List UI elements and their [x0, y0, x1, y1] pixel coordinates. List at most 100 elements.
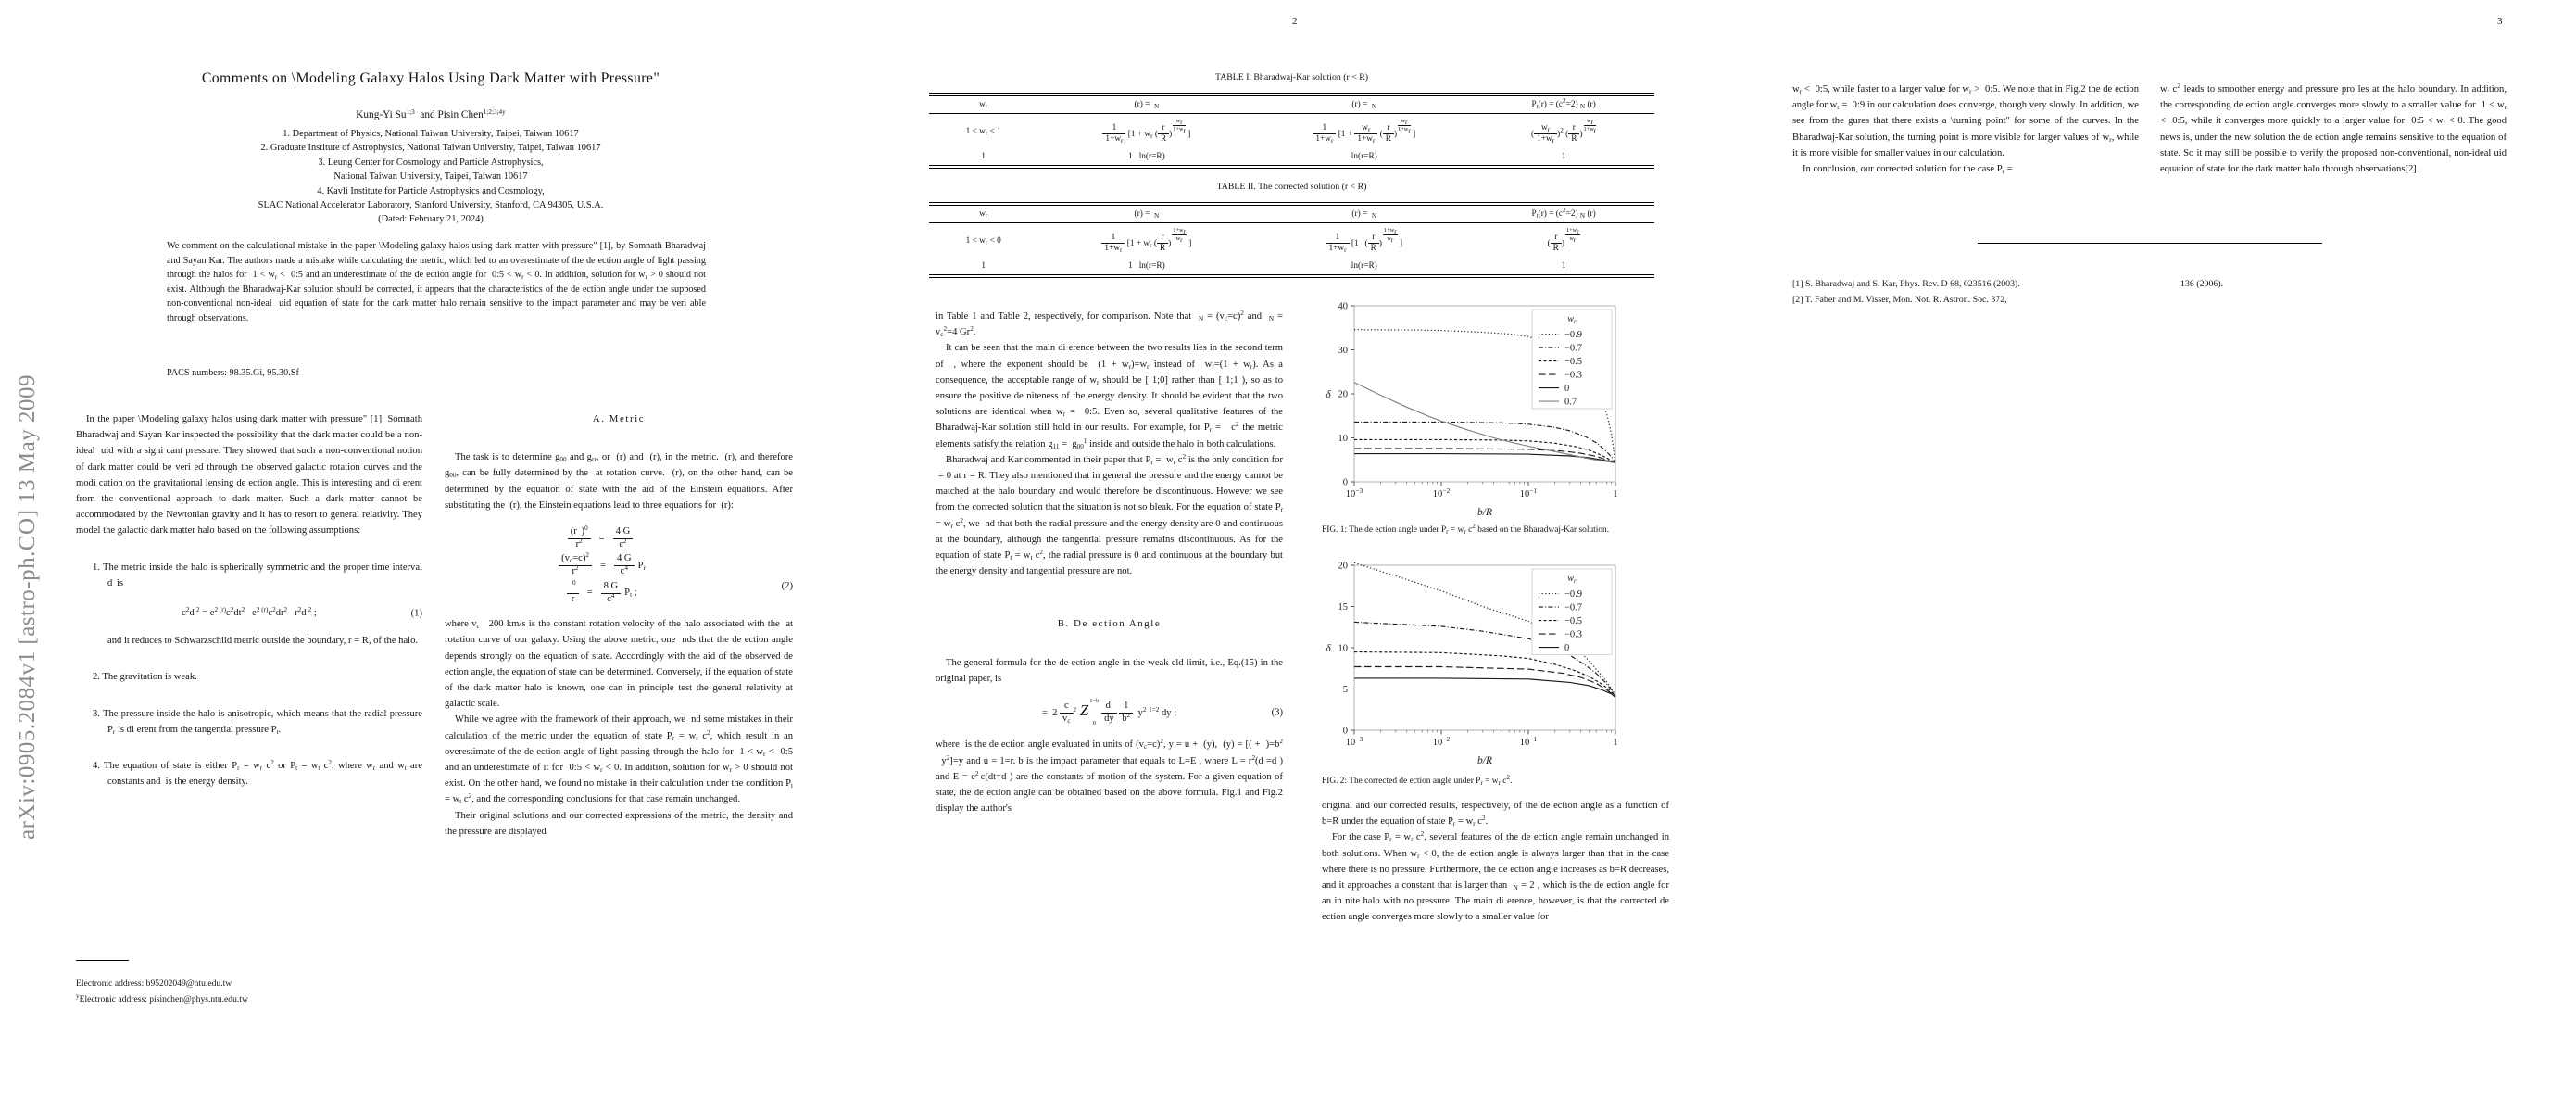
table-row: 1 1 ln(r=R) ln(r=R) 1	[929, 148, 1654, 165]
equation-3-body: = 2 c vc 2 Z 1=b 0 d dy 1 b2 y2 1=2 dy ;	[1041, 697, 1177, 727]
paragraph: The task is to determine g00 and grr, or…	[445, 452, 794, 511]
svg-text:−0.5: −0.5	[1564, 357, 1582, 367]
references: [1] S. Bharadwaj and S. Kar, Phys. Rev. …	[1792, 277, 2139, 309]
abstract: We comment on the calculational mistake …	[167, 241, 707, 323]
page3-left-column: wr < 0:5, while faster to a larger value…	[1792, 82, 2139, 177]
authors-line: Kung-Yi Su1;3 and Pisin Chen1;2;3;4y	[356, 108, 506, 120]
table-header-cell: Pt(r) = (c2=2) N (r)	[1531, 207, 1596, 220]
table-rule	[929, 113, 1654, 114]
affiliation-line: 4. Kavli Institute for Particle Astrophy…	[317, 185, 545, 196]
page1-right-column: A. Metric The task is to determine g00 a…	[445, 411, 793, 840]
paragraph: In conclusion, our corrected solution fo…	[1803, 164, 2013, 176]
list-item: 1. The metric inside the halo is spheric…	[93, 562, 422, 588]
table-cell: 1 < wr < 1	[965, 126, 1001, 137]
reference-item: [2] T. Faber and M. Visser, Mon. Not. R.…	[1792, 294, 2007, 305]
affiliation-line: SLAC National Accelerator Laboratory, St…	[258, 200, 604, 211]
table-row: 1 1 ln(r=R) ln(r=R) 1	[929, 258, 1654, 274]
paper-title: Comments on \Modeling Galaxy Halos Using…	[201, 70, 660, 86]
svg-text:−0.9: −0.9	[1564, 589, 1582, 600]
paragraph: Bharadwaj and Kar commented in their pap…	[936, 452, 1284, 577]
svg-text:−0.7: −0.7	[1564, 603, 1582, 613]
svg-text:0.7: 0.7	[1564, 398, 1577, 408]
table-rule	[929, 274, 1654, 279]
svg-text:20: 20	[1338, 562, 1349, 572]
equation-3: = 2 c vc 2 Z 1=b 0 d dy 1 b2 y2 1=2 dy ; (3)	[936, 697, 1283, 727]
table-cell: 1 1+wr [1 (r R) 1+wr wr ]	[1255, 227, 1473, 254]
svg-text:0: 0	[1564, 384, 1569, 394]
table-2-caption: TABLE II. The corrected solution (r < R)	[1216, 182, 1367, 192]
equation-number: (3)	[1271, 707, 1283, 718]
table-cell: 1	[1561, 152, 1566, 162]
table-rule	[929, 93, 1654, 96]
paragraph: The general formula for the de ection an…	[936, 657, 1283, 684]
table-cell: 1 1+wr [1 + wr (r R) wr 1+wr ]	[1037, 118, 1255, 145]
svg-text:wr: wr	[1567, 314, 1577, 325]
table-cell: 1 ln(r=R)	[1128, 261, 1165, 272]
svg-text:b/R: b/R	[1477, 507, 1492, 518]
svg-text:10−2: 10−2	[1433, 486, 1451, 499]
svg-text:5: 5	[1343, 685, 1348, 695]
table-cell: (r R) 1+wr wr	[1547, 227, 1580, 254]
table-header-cell: wr	[979, 209, 988, 220]
reference-continuation: 136 (2006).	[2180, 279, 2224, 289]
svg-text:wr: wr	[1567, 574, 1577, 585]
equation-1-body: c2d 2 = e2 (r)c2dt2 e2 (r)c2dr2 r2d 2 ;	[182, 606, 317, 619]
footnote-email-2: yElectronic address: pisinchen@phys.ntu.…	[76, 992, 248, 1005]
svg-text:−0.3: −0.3	[1564, 630, 1582, 640]
list-item: 2. The gravitation is weak.	[93, 672, 197, 683]
footnote-email-1: Electronic address: b95202049@ntu.edu.tw	[76, 979, 232, 989]
table-cell: 1 1+wr [1 + wr (r R) 1+wr wr ]	[1037, 227, 1255, 254]
svg-text:1: 1	[1613, 489, 1617, 499]
footnotes: Electronic address: b95202049@ntu.edu.tw…	[76, 960, 422, 1007]
paragraph: For the case Pr = wr c2, several feature…	[1322, 830, 1670, 923]
svg-text:0: 0	[1564, 643, 1569, 653]
pacs-line: PACS numbers: 98.35.Gi, 95.30.Sf	[167, 368, 299, 378]
svg-text:10: 10	[1338, 644, 1349, 654]
table-1: wr (r) = N (r) = N Pt(r) = (c2=2) N (r) …	[929, 93, 1654, 170]
svg-text:10−3: 10−3	[1346, 735, 1363, 748]
affiliation-line: 1. Department of Physics, National Taiwa…	[283, 129, 579, 139]
svg-text:0: 0	[1343, 727, 1348, 737]
table-header-cell: (r) = N	[1351, 209, 1377, 220]
table-cell: 1	[981, 261, 986, 272]
list-item: 3. The pressure inside the halo is aniso…	[93, 708, 422, 736]
svg-text:δ: δ	[1326, 643, 1331, 654]
svg-text:10−1: 10−1	[1520, 735, 1538, 748]
paragraph: wr c2 leads to smoother energy and press…	[2160, 82, 2507, 175]
svg-text:10−2: 10−2	[1433, 735, 1451, 748]
equation-number: (1)	[410, 608, 422, 619]
table-cell: 1	[981, 152, 986, 162]
paragraph: where vc 200 km/s is the constant rotati…	[445, 619, 793, 710]
page3-right-column: wr c2 leads to smoother energy and press…	[2160, 82, 2507, 177]
svg-text:−0.5: −0.5	[1564, 616, 1582, 626]
table-cell: ln(r=R)	[1351, 261, 1377, 272]
svg-text:40: 40	[1338, 302, 1349, 312]
table-cell: 1 ln(r=R)	[1128, 152, 1165, 162]
table-header-cell: (r) = N	[1134, 100, 1160, 110]
arxiv-watermark: arXiv:0905.2084v1 [astro-ph.CO] 13 May 2…	[15, 374, 40, 840]
table-cell: 1 < wr < 0	[965, 235, 1001, 246]
svg-text:0: 0	[1343, 478, 1348, 488]
table-cell: ln(r=R)	[1351, 152, 1377, 162]
table-header-cell: (r) = N	[1351, 100, 1377, 110]
svg-text:10−1: 10−1	[1520, 486, 1538, 499]
svg-text:−0.7: −0.7	[1564, 344, 1582, 354]
svg-text:−0.3: −0.3	[1564, 371, 1582, 381]
paragraph: in Table 1 and Table 2, respectively, fo…	[936, 310, 1283, 339]
affiliation-line: 3. Leung Center for Cosmology and Partic…	[318, 157, 544, 168]
page2-left-column: in Table 1 and Table 2, respectively, fo…	[936, 309, 1283, 816]
table-header-cell: Pt(r) = (c2=2) N (r)	[1531, 97, 1596, 110]
svg-text:10: 10	[1338, 434, 1349, 444]
page-number: 2	[1292, 16, 1298, 27]
table-cell: 1	[1561, 261, 1566, 272]
svg-text:1: 1	[1613, 738, 1617, 748]
table-2: wr (r) = N (r) = N Pt(r) = (c2=2) N (r) …	[929, 202, 1654, 279]
table-rule	[929, 202, 1654, 206]
figure-1-caption: FIG. 1: The de ection angle under Pr = w…	[1322, 523, 1610, 536]
list-item: 4. The equation of state is either Pr = …	[93, 759, 422, 788]
figure-2-chart: 0 5 10 15 20 10−3 10−2 10−1 1 wr −0.9 −0.7 −0.5 −0.3 0…	[1326, 562, 1617, 767]
